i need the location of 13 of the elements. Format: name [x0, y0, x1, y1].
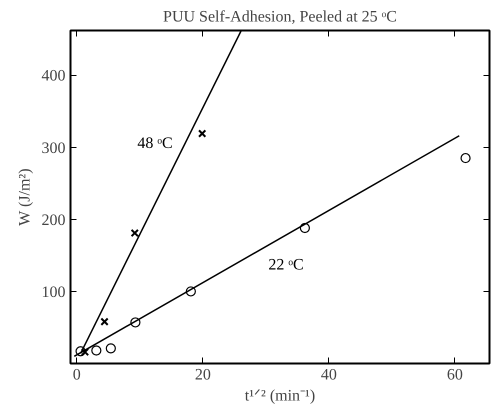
series-label: 48 ᵒC — [137, 135, 173, 152]
x-tick-label: 0 — [72, 366, 81, 384]
y-tick-label: 200 — [42, 212, 66, 229]
x-axis-title: t¹ᐟ² (min⁻¹) — [244, 388, 316, 404]
x-tick-label: 40 — [320, 366, 337, 384]
x-tick-label: 20 — [194, 366, 211, 384]
y-tick-label: 100 — [42, 284, 66, 301]
series-label: 22 ᵒC — [268, 256, 304, 274]
chart-title: PUU Self-Adhesion, Peeled at 25 ᵒC — [163, 8, 397, 26]
y-tick-label: 300 — [42, 140, 66, 157]
y-tick-label: 400 — [42, 68, 66, 85]
x-tick-label: 60 — [446, 366, 463, 384]
y-axis-title: W (J/m²) — [16, 168, 34, 226]
